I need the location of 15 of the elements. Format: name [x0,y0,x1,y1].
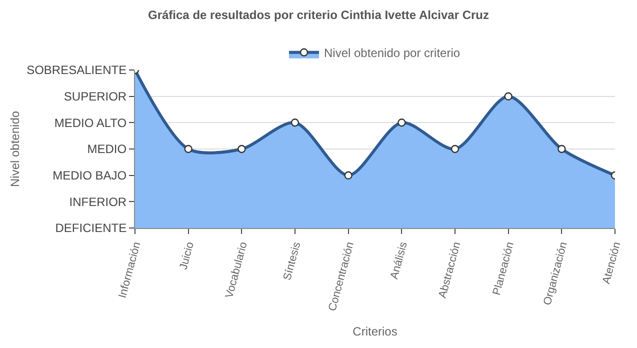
text: MEDIO ALTO [54,116,127,130]
text: Nivel obtenido [8,110,22,187]
text: MEDIO BAJO [52,168,127,183]
x-tick-label: Atención [600,240,624,286]
text: INFERIOR [69,194,127,209]
text: SOBRESALIENTE [26,63,127,78]
text: SUPERIOR [64,90,127,104]
chart-title: Gráfica de resultados por criterio Cinthia Ivette Alcivar Cruz [148,8,489,22]
text: DEFICIENTE [55,221,127,236]
x-tick-label: Análisis [388,240,410,281]
x-tick-label: Juicio [178,240,197,272]
x-tick-label: Síntesis [281,240,304,282]
x-axis-title: Criterios [352,324,398,338]
text: MEDIO [87,142,127,156]
legend-label: Nivel obtenido por criterio [324,46,460,60]
